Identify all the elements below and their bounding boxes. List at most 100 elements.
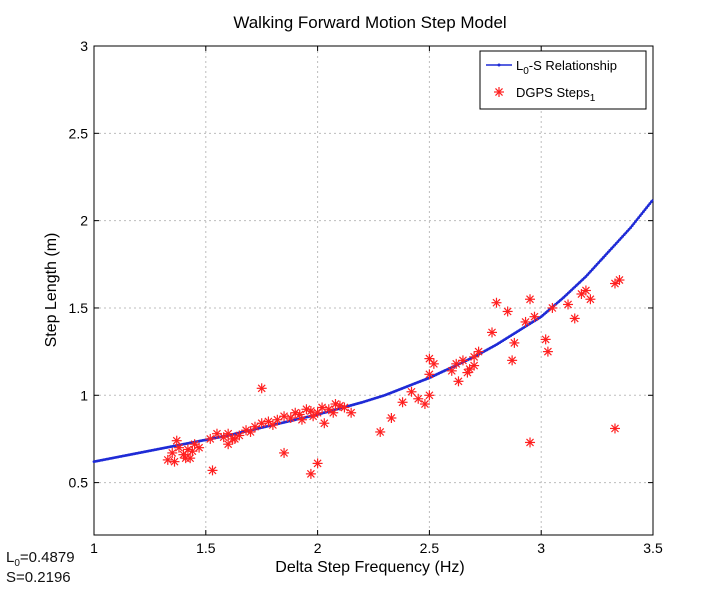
dgps-step-point: [205, 433, 216, 444]
dgps-step-point: [305, 468, 316, 479]
dgps-step-point: [167, 447, 178, 458]
dgps-step-point: [173, 442, 184, 453]
dgps-step-point: [525, 294, 536, 305]
dgps-step-point: [473, 346, 484, 357]
dgps-step-point: [453, 376, 464, 387]
fit-line-point: [637, 216, 641, 220]
dgps-step-point: [487, 327, 498, 338]
dgps-step-point: [542, 346, 553, 357]
dgps-step-point: [185, 453, 196, 464]
dgps-step-point: [279, 411, 290, 422]
dgps-step-point: [169, 456, 180, 467]
y-axis-label: Step Length (m): [43, 233, 60, 348]
dgps-step-point: [509, 337, 520, 348]
dgps-step-point: [563, 299, 574, 310]
y-tick-label: 2.5: [69, 125, 89, 141]
dgps-step-point: [609, 423, 620, 434]
dgps-step-point: [194, 442, 205, 453]
dgps-step-point: [507, 355, 518, 366]
x-tick-label: 3: [537, 540, 545, 556]
axis-ticks: 1 1.5 2 2.5 3 3.5 0.5 1 1.5 2 2.5 3: [69, 38, 663, 556]
x-tick-label: 1.5: [196, 540, 216, 556]
x-tick-label: 3.5: [643, 540, 663, 556]
dgps-step-point: [162, 454, 173, 465]
dgps-step-point: [308, 411, 319, 422]
x-tick-label: 2.5: [420, 540, 440, 556]
dgps-step-point: [319, 418, 330, 429]
dgps-step-point: [346, 407, 357, 418]
fit-line-point: [638, 214, 642, 218]
dgps-step-point: [229, 433, 240, 444]
dgps-step-point: [469, 360, 480, 371]
legend-asterisk-marker: [494, 87, 504, 97]
fit-line-point: [648, 202, 652, 206]
l0-annotation: L0=0.4879: [6, 549, 75, 570]
fit-line-point: [650, 200, 653, 204]
dgps-step-point: [375, 426, 386, 437]
grid-lines: [94, 46, 653, 535]
dgps-step-point: [386, 412, 397, 423]
dgps-step-point: [245, 426, 256, 437]
dgps-step-point: [520, 316, 531, 327]
y-tick-label: 2: [80, 213, 88, 229]
dgps-step-point: [256, 418, 267, 429]
legend-asterisk: [494, 87, 504, 97]
dgps-step-point: [424, 369, 435, 380]
dgps-step-point: [223, 439, 234, 450]
y-tick-label: 1.5: [69, 300, 89, 316]
dgps-step-point: [424, 390, 435, 401]
x-axis-label: Delta Step Frequency (Hz): [275, 559, 464, 576]
dgps-step-point: [540, 334, 551, 345]
legend-label-dgps: DGPS Steps1: [516, 85, 596, 104]
dgps-step-point: [241, 425, 252, 436]
dgps-step-point: [428, 358, 439, 369]
dgps-step-point: [457, 355, 468, 366]
dgps-step-point: [576, 288, 587, 299]
dgps-step-point: [328, 407, 339, 418]
plot-area-frame: [93, 45, 654, 536]
dgps-step-point: [256, 383, 267, 394]
dgps-step-point: [279, 447, 290, 458]
fit-line-point: [640, 212, 644, 216]
legend-line-marker: [497, 63, 501, 67]
dgps-step-point: [419, 399, 430, 410]
legend-box: [479, 50, 647, 110]
fit-line-point: [630, 224, 634, 228]
fit-line-point: [645, 206, 649, 210]
dgps-step-point: [525, 437, 536, 448]
y-tick-label: 3: [80, 38, 88, 54]
dgps-step-point: [301, 404, 312, 415]
dgps-step-point: [580, 285, 591, 296]
dgps-step-point: [207, 465, 218, 476]
dgps-step-point: [529, 311, 540, 322]
dgps-step-point: [614, 275, 625, 286]
chart-title: Walking Forward Motion Step Model: [233, 13, 506, 32]
s-annotation: S=0.2196: [6, 569, 71, 586]
fit-line-point: [629, 226, 633, 230]
x-tick-label: 2: [314, 540, 322, 556]
dgps-step-point: [462, 367, 473, 378]
dgps-step-point: [413, 393, 424, 404]
dgps-step-point: [609, 278, 620, 289]
fit-line-point: [646, 204, 650, 208]
fit-line-point: [635, 218, 639, 222]
dgps-step-point: [569, 313, 580, 324]
dgps-scatter-series: [162, 275, 625, 479]
dgps-step-point: [585, 294, 596, 305]
dgps-step-point: [189, 439, 200, 450]
legend: L0-S Relationship DGPS Steps1: [479, 50, 647, 110]
dgps-step-point: [406, 386, 417, 397]
fit-line-point: [632, 222, 636, 226]
dgps-step-point: [323, 404, 334, 415]
dgps-step-point: [446, 365, 457, 376]
dgps-step-point: [171, 435, 182, 446]
dgps-step-point: [547, 302, 558, 313]
fit-line-point: [643, 208, 647, 212]
dgps-step-point: [397, 397, 408, 408]
fit-line-point: [634, 220, 637, 224]
dgps-step-point: [339, 402, 350, 413]
dgps-step-point: [312, 458, 323, 469]
dgps-step-point: [296, 414, 307, 425]
dgps-step-point: [491, 297, 502, 308]
